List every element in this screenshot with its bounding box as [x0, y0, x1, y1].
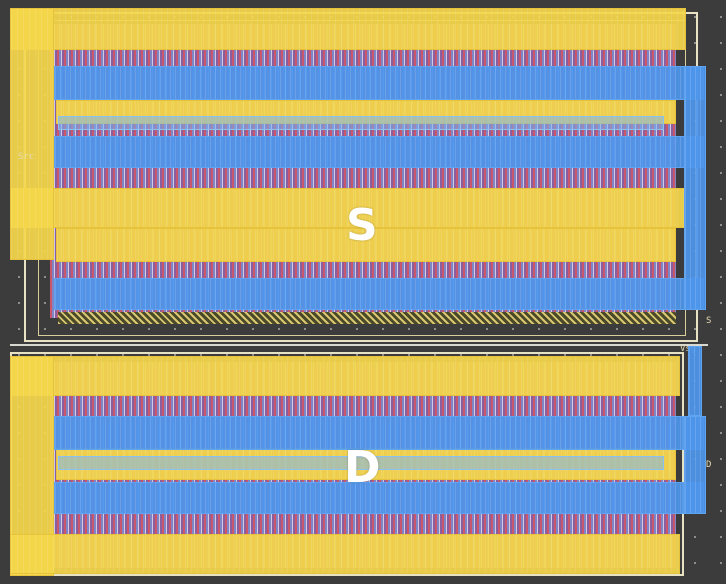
source-metal2-rail-2 — [54, 136, 704, 168]
source-metal2-rail-1 — [54, 66, 704, 100]
drain-metal2-via-strip — [58, 456, 664, 470]
source-metal1-rail-1 — [10, 8, 686, 50]
source-guard-ring-strip — [58, 312, 676, 324]
drain-metal2-connector — [688, 346, 702, 416]
source-metal2-rail-3 — [54, 278, 704, 310]
drain-metal1-rail-1 — [10, 356, 680, 396]
source-label: S — [346, 200, 378, 251]
drain-metal2-spine — [684, 416, 706, 514]
source-metal1-rail-4 — [56, 228, 676, 262]
source-metal2-spine — [684, 66, 706, 310]
source-pin-label: S — [706, 316, 712, 326]
drain-pin-label: D — [706, 460, 712, 470]
source-metal1-spine — [10, 8, 54, 260]
source-metal1-rail-3 — [10, 188, 686, 228]
drain-metal1-rail-2 — [10, 534, 680, 574]
cell-divider — [10, 344, 708, 346]
side-pin-label: Src — [18, 152, 35, 162]
drain-metal2-rail-2 — [54, 482, 704, 514]
source-metal2-via-strip — [58, 116, 664, 130]
drain-label: D — [344, 442, 381, 493]
drain-metal2-rail-1 — [54, 416, 704, 450]
